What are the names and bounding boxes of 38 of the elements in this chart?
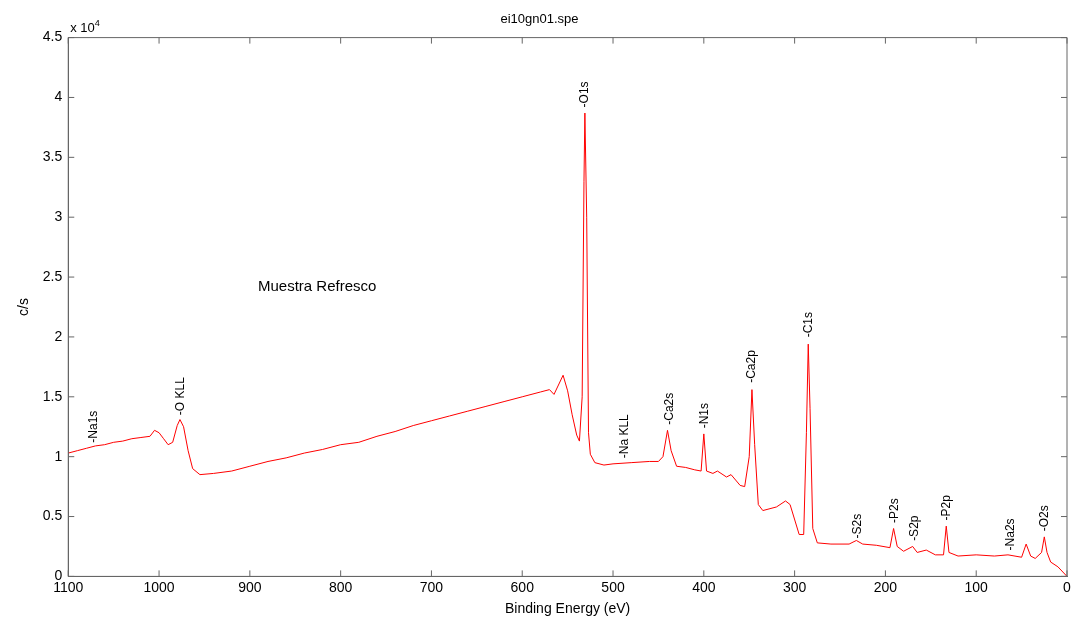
- x-tick-label: 200: [873, 578, 898, 595]
- x-tick-label: 500: [601, 578, 625, 595]
- y-axis-title: c/s: [15, 298, 32, 316]
- x-tick-label: 1000: [143, 578, 175, 595]
- x-tick-label: 900: [238, 578, 262, 595]
- annotation: -Na1s: [86, 410, 100, 443]
- annotation: -O KLL: [173, 376, 188, 416]
- y-tick-label: 1: [54, 447, 63, 464]
- annotation: -S2s: [850, 513, 865, 539]
- x-tick-label: 800: [328, 578, 353, 595]
- annotation: Muestra Refresco: [258, 276, 377, 294]
- y-tick-label: 1.5: [42, 387, 63, 404]
- annotation: -Ca2p: [744, 349, 759, 383]
- y-tick-label: 4: [54, 88, 63, 105]
- y-tick-label: 4.5: [42, 28, 63, 45]
- annotation: -O2s: [1036, 505, 1051, 532]
- annotation: -Na2s: [1003, 518, 1018, 551]
- y-tick-label: 3: [54, 208, 63, 225]
- annotation: -P2s: [886, 498, 901, 523]
- x-tick-label: 300: [782, 578, 807, 595]
- annotation: -S2p: [906, 515, 921, 541]
- annotation: -P2p: [938, 494, 953, 521]
- annotation: -C1s: [801, 311, 816, 338]
- x-tick-label: 600: [510, 578, 535, 595]
- y-tick-label: 2.5: [42, 267, 63, 284]
- x-tick-label: 700: [419, 578, 444, 595]
- y-tick-label: 0.5: [42, 507, 63, 524]
- x-tick-label: 100: [964, 578, 989, 595]
- x-tick-label: 400: [692, 578, 716, 595]
- y-tick-label: 2: [54, 327, 63, 344]
- annotation: -Ca2s: [661, 392, 676, 425]
- x-tick-label: 0: [1063, 578, 1072, 595]
- chart-title: ei10gn01.spe: [500, 11, 579, 27]
- annotation: -O1s: [577, 81, 592, 108]
- x-axis-title: Binding Energy (eV): [504, 600, 631, 617]
- y-tick-label: 3.5: [42, 148, 63, 165]
- annotation: -N1s: [697, 402, 712, 429]
- annotation: -Na KLL: [617, 413, 632, 459]
